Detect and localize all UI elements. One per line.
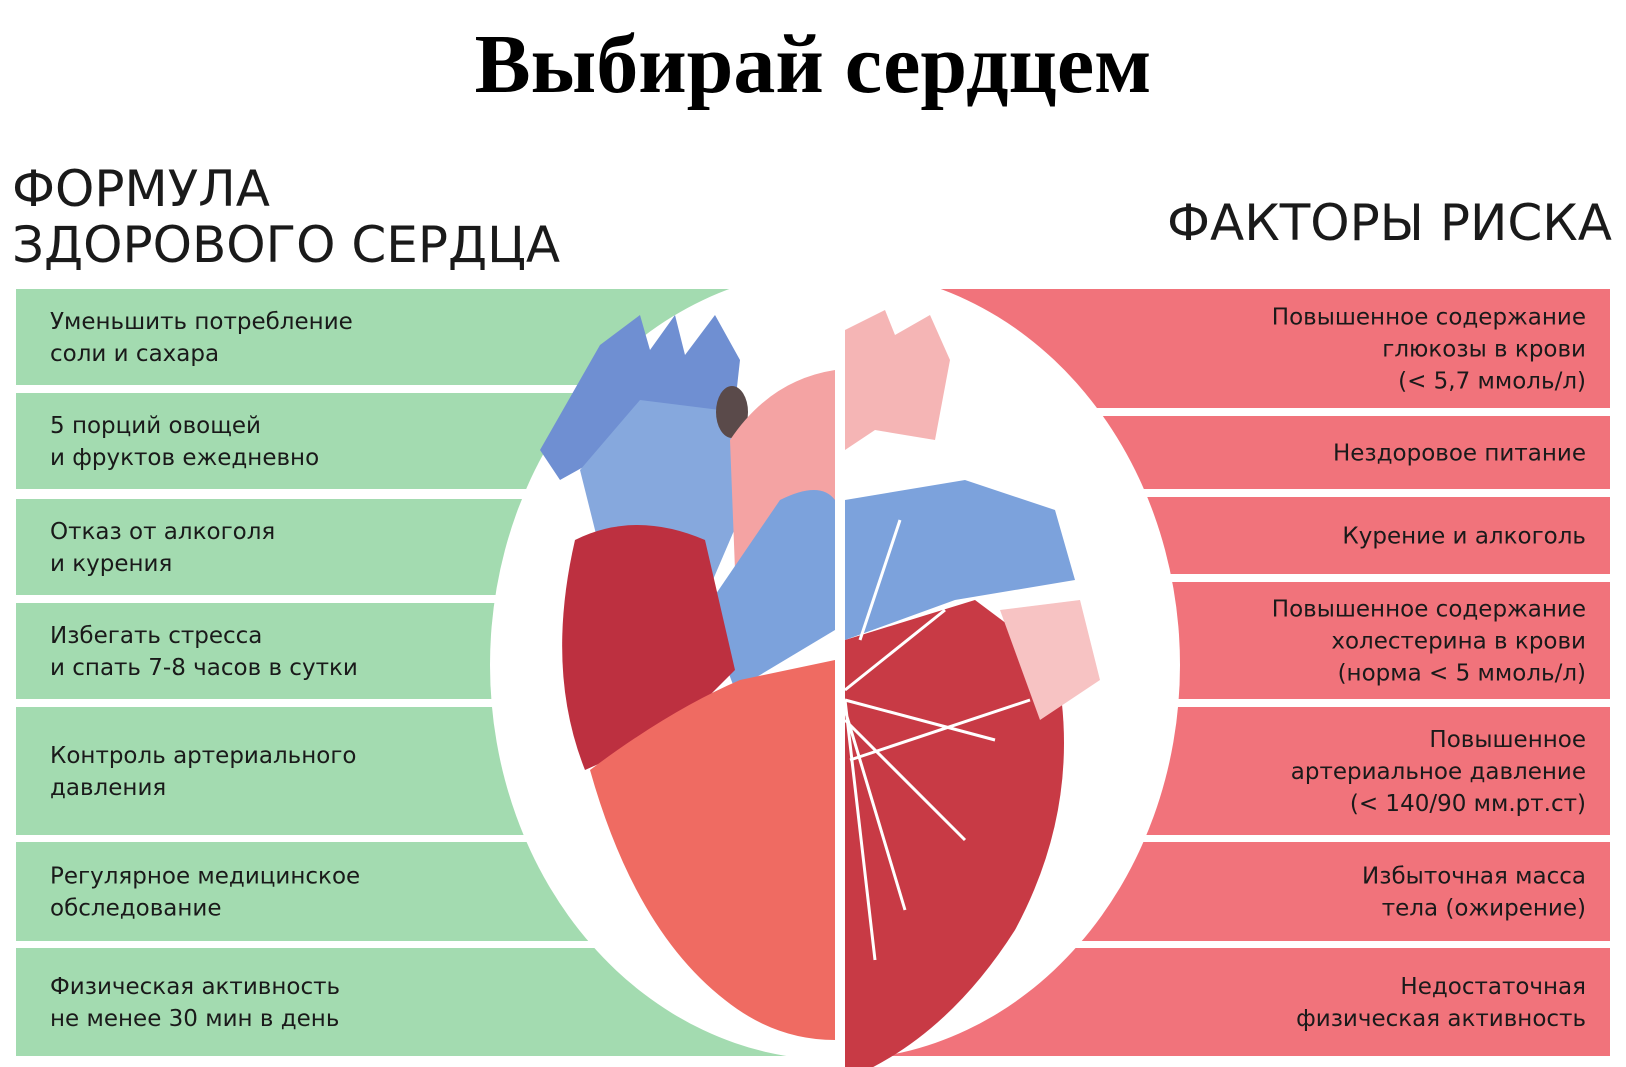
healthy-item: не менее 30 мин в день	[50, 1006, 339, 1032]
healthy-item: и спать 7-8 часов в сутки	[50, 655, 358, 681]
risk-item: холестерина в крови	[1331, 629, 1586, 655]
risk-item: глюкозы в крови	[1382, 337, 1586, 363]
healthy-item: 5 порций овощей	[50, 413, 261, 439]
risk-item: (норма < 5 ммоль/л)	[1338, 661, 1586, 687]
healthy-item: и курения	[50, 551, 172, 577]
healthy-item: и фруктов ежедневно	[50, 445, 319, 471]
right-heading: ФАКТОРЫ РИСКА	[1167, 194, 1612, 252]
risk-item: (< 5,7 ммоль/л)	[1398, 369, 1586, 395]
risk-item: Нездоровое питание	[1333, 441, 1586, 467]
risk-item: физическая активность	[1296, 1006, 1586, 1032]
heart	[540, 310, 1100, 1067]
healthy-item: Регулярное медицинское	[50, 864, 360, 890]
left-heading: ФОРМУЛА	[12, 160, 270, 218]
healthy-item: Уменьшить потребление	[50, 309, 353, 335]
healthy-item: Физическая активность	[50, 974, 340, 1000]
risk-item: артериальное давление	[1291, 759, 1586, 785]
healthy-item: соли и сахара	[50, 341, 219, 367]
risk-item: Повышенное	[1429, 727, 1586, 753]
healthy-item: Отказ от алкоголя	[50, 519, 275, 545]
title: Выбирай сердцем	[475, 18, 1152, 111]
left-heading: ЗДОРОВОГО СЕРДЦА	[12, 216, 560, 274]
risk-item: (< 140/90 мм.рт.ст)	[1350, 791, 1586, 817]
healthy-item: Избегать стресса	[50, 623, 262, 649]
risk-item: Избыточная масса	[1362, 864, 1586, 890]
risk-item: Повышенное содержание	[1272, 305, 1586, 331]
risk-item: Курение и алкоголь	[1342, 524, 1586, 550]
risk-item: Недостаточная	[1400, 974, 1586, 1000]
healthy-item: давления	[50, 775, 166, 801]
risk-item: тела (ожирение)	[1382, 896, 1586, 922]
risk-item: Повышенное содержание	[1272, 597, 1586, 623]
healthy-item: обследование	[50, 896, 222, 922]
healthy-item: Контроль артериального	[50, 743, 356, 769]
